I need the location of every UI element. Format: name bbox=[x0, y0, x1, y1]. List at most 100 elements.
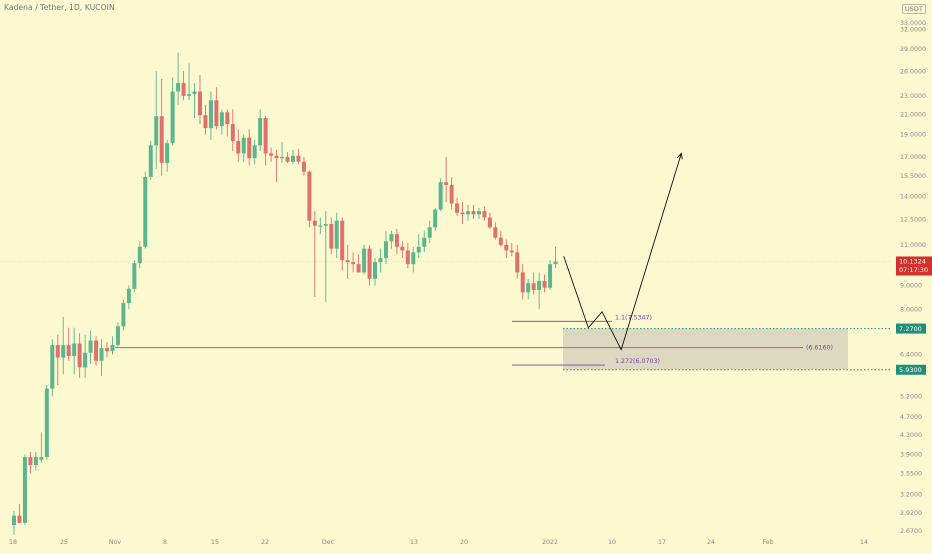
candle-body bbox=[33, 457, 38, 466]
x-tick-label: Feb bbox=[762, 539, 773, 546]
y-tick-label: 19.0000 bbox=[900, 132, 926, 139]
candle-body bbox=[208, 100, 213, 129]
candle-body bbox=[296, 155, 301, 162]
candle-body bbox=[269, 153, 274, 156]
candle-body bbox=[94, 340, 99, 361]
candle-body bbox=[433, 209, 438, 228]
candle-body bbox=[165, 143, 170, 163]
candle-body bbox=[28, 457, 33, 466]
candle-body bbox=[236, 140, 241, 154]
candle-body bbox=[301, 161, 306, 172]
candle-body bbox=[373, 262, 378, 279]
candle-body bbox=[225, 112, 230, 125]
candle-body bbox=[104, 348, 109, 352]
x-tick-label: 20 bbox=[460, 539, 468, 546]
candle-body bbox=[422, 237, 427, 247]
y-tick-label: 4.7000 bbox=[900, 414, 922, 421]
candle-body bbox=[531, 283, 536, 290]
time-axis: 18 25 Nov 8 15 22 Dec 13 20 2022 10 17 24 Feb 14 bbox=[9, 539, 868, 546]
candle-body bbox=[509, 250, 514, 253]
x-tick-label: 13 bbox=[410, 539, 418, 546]
candle-body bbox=[444, 182, 449, 185]
y-tick-label: 33.0000 bbox=[900, 20, 926, 27]
candle-body bbox=[334, 220, 339, 249]
y-tick-label: 32.0000 bbox=[900, 26, 926, 33]
y-tick-label: 11.0000 bbox=[900, 242, 926, 249]
candle-body bbox=[526, 283, 531, 293]
candle-body bbox=[192, 91, 197, 95]
candle-body bbox=[99, 348, 104, 361]
x-tick-label: 25 bbox=[60, 539, 68, 546]
candle-body bbox=[230, 124, 235, 141]
candle-body bbox=[148, 145, 153, 177]
candle-body bbox=[203, 115, 208, 129]
y-tick-label: 15.5000 bbox=[900, 173, 926, 180]
y-tick-label: 21.0000 bbox=[900, 111, 926, 118]
x-tick-label: 22 bbox=[261, 539, 269, 546]
candle-body bbox=[132, 263, 137, 289]
candle-body bbox=[498, 237, 503, 245]
candle-body bbox=[476, 211, 481, 215]
candle-body bbox=[411, 252, 416, 265]
candle-body bbox=[504, 244, 509, 251]
level-badge-label: 5.9300 bbox=[899, 366, 922, 374]
candle-body bbox=[389, 234, 394, 242]
candle-body bbox=[115, 326, 120, 346]
candle-body bbox=[548, 264, 553, 288]
y-tick-label: 2.6700 bbox=[900, 528, 922, 535]
candle-body bbox=[487, 217, 492, 228]
y-tick-label: 9.0000 bbox=[900, 283, 922, 290]
candle-body bbox=[187, 94, 192, 96]
chart-title: Kadena / Tether, 1D, KUCOIN bbox=[4, 3, 115, 12]
candle-body bbox=[137, 246, 142, 264]
candle-body bbox=[449, 184, 454, 204]
x-tick-label: Nov bbox=[109, 539, 122, 546]
candle-body bbox=[405, 250, 410, 265]
candle-body bbox=[285, 156, 290, 162]
countdown-timer: 07:17:30 bbox=[899, 266, 928, 274]
candle-body bbox=[280, 156, 285, 159]
current-price-badge bbox=[896, 256, 932, 276]
candle-body bbox=[176, 83, 181, 92]
y-tick-label: 12.5000 bbox=[900, 216, 926, 223]
y-tick-label: 2.9200 bbox=[900, 510, 922, 517]
y-tick-label: 4.3000 bbox=[900, 432, 922, 439]
candle-body bbox=[542, 281, 547, 288]
fib-label: 1.1(7.5347) bbox=[615, 314, 652, 321]
candle-body bbox=[400, 246, 405, 251]
candle-body bbox=[307, 171, 312, 221]
candle-body bbox=[394, 234, 399, 247]
y-tick-label: 5.2000 bbox=[900, 393, 922, 400]
currency-badge[interactable]: USDT bbox=[902, 4, 926, 14]
candle-body bbox=[143, 176, 148, 247]
candle-body bbox=[197, 91, 202, 116]
x-tick-label: 14 bbox=[860, 539, 868, 546]
candle-body bbox=[121, 303, 126, 327]
candle-body bbox=[44, 388, 49, 458]
candle-body bbox=[83, 352, 88, 368]
x-tick-label: 8 bbox=[163, 539, 167, 546]
candle-body bbox=[438, 182, 443, 210]
candle-body bbox=[378, 258, 383, 263]
candle-body bbox=[318, 225, 323, 227]
candle-body bbox=[520, 272, 525, 293]
candles-layer bbox=[12, 52, 558, 535]
projection-path bbox=[563, 153, 682, 351]
candle-body bbox=[455, 203, 460, 213]
fib-label: 1.272(6.0703) bbox=[615, 358, 660, 365]
y-tick-label: 6.4000 bbox=[900, 352, 922, 359]
x-tick-label: 17 bbox=[658, 539, 666, 546]
y-tick-label: 23.0000 bbox=[900, 93, 926, 100]
level-badge bbox=[896, 323, 926, 334]
y-tick-label: 3.9000 bbox=[900, 452, 922, 459]
candle-body bbox=[312, 220, 317, 226]
candle-body bbox=[17, 515, 22, 523]
candle-body bbox=[274, 155, 279, 159]
support-line-label: (6.6160) bbox=[806, 345, 833, 352]
x-tick-label: Dec bbox=[322, 539, 335, 546]
candle-body bbox=[416, 246, 421, 253]
candle-body bbox=[72, 343, 77, 356]
x-tick-label: 10 bbox=[608, 539, 616, 546]
